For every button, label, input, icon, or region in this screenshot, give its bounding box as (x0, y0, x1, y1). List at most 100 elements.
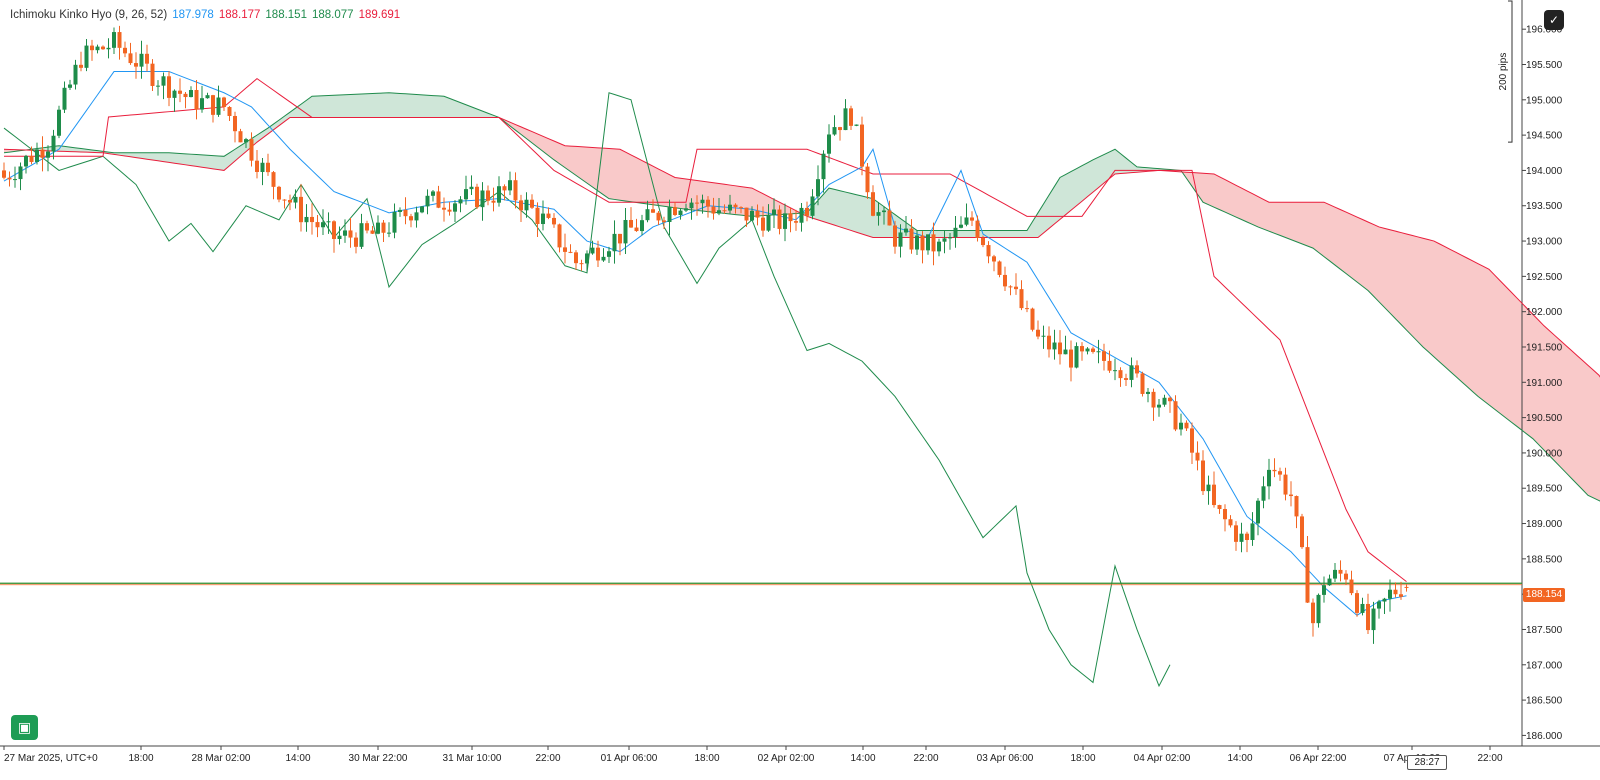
candle (794, 209, 798, 231)
candle (1063, 335, 1068, 355)
cloud-segment (207, 155, 213, 169)
candle-body (931, 234, 936, 252)
candle (480, 182, 485, 221)
candle-body (420, 206, 424, 213)
cloud-segment (966, 230, 972, 238)
candle-body (810, 196, 815, 216)
price-axis: 196.000 195.500 195.000 194.500 194.000 193.5… (1522, 25, 1563, 742)
cloud-segment (1588, 365, 1594, 498)
cloud-segment (1010, 230, 1016, 238)
candle-body (1184, 422, 1189, 429)
candle-body (948, 237, 952, 239)
cloud-segment (438, 95, 444, 118)
candle-body (178, 90, 182, 94)
time-tick-label: 22:00 (1477, 753, 1502, 764)
candle (266, 153, 270, 176)
cloud-segment (620, 149, 626, 201)
time-tick-label: 04 Apr 02:00 (1134, 753, 1191, 764)
cloud-segment (334, 95, 340, 118)
candle-body (706, 199, 710, 207)
cloud-segment (339, 94, 345, 118)
cloud-segment (543, 136, 549, 156)
candle (667, 199, 672, 236)
time-tick-label: 02 Apr 02:00 (758, 753, 815, 764)
candle-body (849, 108, 853, 126)
chart-settings-icon[interactable]: ✓ (1544, 10, 1564, 30)
cloud-segment (763, 193, 769, 216)
time-tick-label: 14:00 (285, 753, 310, 764)
cloud-segment (361, 93, 367, 118)
candle (425, 189, 430, 215)
candle-body (1382, 598, 1387, 602)
candle (51, 129, 56, 160)
app-logo-icon[interactable]: ▣ (11, 715, 38, 740)
candle-body (1063, 349, 1068, 355)
price-tick-label: 186.000 (1526, 731, 1563, 742)
price-tick-label: 192.500 (1526, 272, 1563, 283)
candle-body (651, 209, 655, 213)
candle (249, 132, 254, 167)
candle (337, 226, 342, 245)
cloud-segment (1032, 212, 1038, 238)
candle-body (590, 247, 595, 254)
candle-body (337, 235, 342, 239)
candle (183, 92, 188, 109)
candle (986, 241, 991, 264)
cloud-segment (658, 169, 664, 207)
candle-body (904, 228, 908, 233)
cloud-segment (1241, 188, 1247, 222)
candle-body (293, 196, 298, 203)
senkou-span-a-line (3, 92, 1600, 502)
candle-body (145, 53, 149, 64)
cloud-segment (570, 146, 576, 176)
candle (1195, 441, 1200, 471)
cloud-segment (1263, 199, 1269, 232)
candle-body (414, 212, 419, 221)
candle-body (1162, 397, 1167, 405)
cloud-segment (1280, 202, 1286, 238)
cloud-segment (1307, 202, 1313, 249)
candle (788, 207, 793, 233)
candle-body (469, 186, 474, 190)
candle (1327, 574, 1332, 586)
candle (420, 206, 424, 214)
candle-body (898, 232, 903, 247)
candle (1366, 593, 1370, 634)
cloud-segment (372, 93, 378, 118)
cloud-segment (823, 188, 829, 224)
candle-body (7, 177, 12, 180)
candle-body (2, 170, 6, 178)
candle-body (667, 207, 672, 222)
cloud-segment (1329, 204, 1335, 266)
candle (596, 240, 600, 267)
candle-body (376, 222, 380, 234)
candle-body (942, 238, 947, 242)
candle-body (271, 172, 276, 187)
senkou-span-b-line (3, 116, 1600, 378)
cloud-segment (317, 95, 323, 118)
candle (997, 260, 1002, 278)
candle (1316, 593, 1321, 628)
candle-body (915, 235, 919, 250)
candle (1135, 360, 1139, 378)
candle (1300, 513, 1304, 549)
cloud-segment (411, 94, 417, 118)
candle-body (1080, 346, 1084, 352)
candle-body (717, 210, 721, 214)
cloud-segment (735, 185, 741, 216)
cloud-segment (180, 153, 186, 165)
cloud-segment (1043, 195, 1049, 233)
price-tick-label: 191.500 (1526, 342, 1563, 353)
cloud-segment (1373, 224, 1379, 302)
candle (898, 224, 903, 258)
candle-body (1305, 547, 1310, 603)
cloud-segment (675, 177, 681, 209)
candle-body (1228, 519, 1233, 526)
candle (365, 220, 369, 234)
candle-body (1113, 370, 1117, 372)
candle-body (541, 213, 545, 225)
candle (1102, 343, 1106, 371)
price-tick-label: 190.000 (1526, 448, 1563, 459)
candle-body (189, 90, 193, 98)
